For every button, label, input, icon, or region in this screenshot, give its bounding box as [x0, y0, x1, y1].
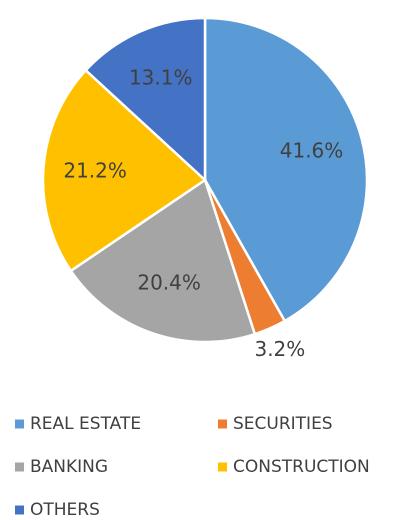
- legend-label: OTHERS: [30, 500, 100, 520]
- data-label: 3.2%: [254, 337, 305, 361]
- legend-swatch: [15, 505, 24, 515]
- data-label: 21.2%: [63, 158, 127, 182]
- legend-swatch: [15, 419, 24, 429]
- legend-label: CONSTRUCTION: [233, 457, 370, 477]
- legend-label: REAL ESTATE: [30, 414, 141, 434]
- legend-label: SECURITIES: [233, 414, 333, 434]
- pie-slice: [41, 68, 208, 273]
- legend-swatch: [218, 419, 227, 429]
- legend-swatch: [15, 462, 24, 472]
- data-label: 20.4%: [137, 271, 201, 295]
- pie-slice: [203, 16, 369, 323]
- data-label: 13.1%: [129, 66, 193, 90]
- legend-label: BANKING: [30, 457, 108, 477]
- pie-slice: [83, 16, 207, 183]
- pie-slice: [69, 178, 257, 344]
- legend-swatch: [218, 462, 227, 472]
- data-label: 41.6%: [280, 138, 344, 162]
